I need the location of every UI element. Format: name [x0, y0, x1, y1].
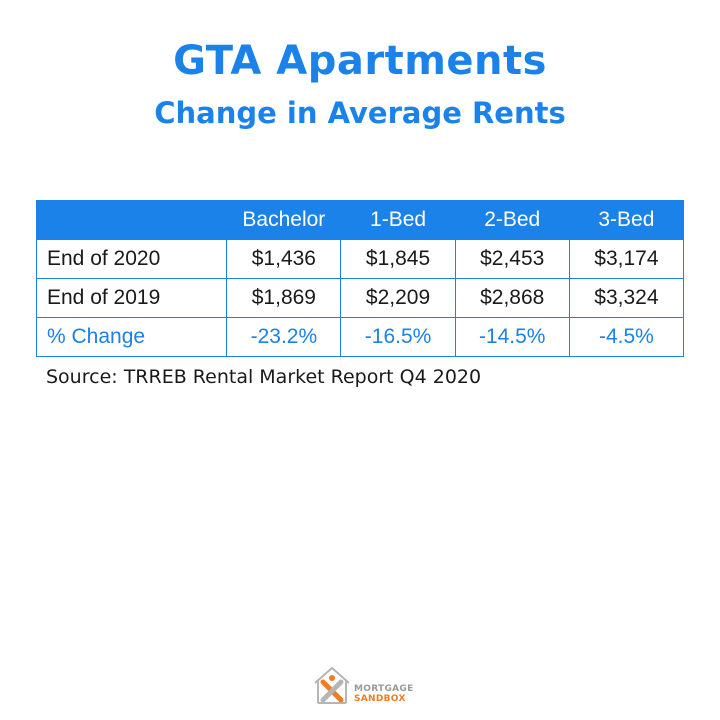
- page-title: GTA Apartments: [173, 38, 547, 84]
- rent-table: Bachelor 1-Bed 2-Bed 3-Bed End of 2020 $…: [35, 200, 685, 357]
- mortgage-sandbox-logo: MORTGAGE SANDBOX: [312, 663, 414, 707]
- table-cell: $1,436: [226, 239, 342, 279]
- header-cell-2-bed: 2-Bed: [454, 200, 570, 240]
- table-row-change: % Change -23.2% -16.5% -14.5% -4.5%: [35, 317, 685, 357]
- table-cell: $2,868: [454, 278, 570, 318]
- table-row: End of 2020 $1,436 $1,845 $2,453 $3,174: [35, 239, 685, 279]
- header-row: Bachelor 1-Bed 2-Bed 3-Bed: [35, 200, 685, 240]
- table-cell: $3,324: [568, 278, 685, 318]
- header-cell-bachelor: Bachelor: [226, 200, 342, 240]
- page-subtitle: Change in Average Rents: [154, 96, 566, 130]
- header-cell-corner: [35, 200, 227, 240]
- table-header: Bachelor 1-Bed 2-Bed 3-Bed: [35, 200, 685, 240]
- table-cell: -23.2%: [226, 317, 342, 357]
- table-cell: -16.5%: [340, 317, 456, 357]
- source-note: Source: TRREB Rental Market Report Q4 20…: [46, 366, 482, 388]
- header-cell-3-bed: 3-Bed: [568, 200, 685, 240]
- table-cell: $1,845: [340, 239, 456, 279]
- table-cell: -14.5%: [454, 317, 570, 357]
- table-cell: $2,209: [340, 278, 456, 318]
- logo-text-sandbox: SANDBOX: [354, 694, 406, 704]
- table-row: End of 2019 $1,869 $2,209 $2,868 $3,324: [35, 278, 685, 318]
- header-cell-1-bed: 1-Bed: [340, 200, 456, 240]
- house-x-logo-icon: [314, 666, 350, 704]
- row-label: End of 2020: [35, 239, 228, 279]
- table-cell: $1,869: [226, 278, 342, 318]
- row-label: % Change: [35, 317, 228, 357]
- table-cell: $2,453: [454, 239, 570, 279]
- table-body: End of 2020 $1,436 $1,845 $2,453 $3,174 …: [35, 239, 685, 357]
- logo-text-mortgage: MORTGAGE: [354, 684, 414, 694]
- table-cell: $3,174: [568, 239, 685, 279]
- row-label: End of 2019: [35, 278, 228, 318]
- table-cell: -4.5%: [568, 317, 685, 357]
